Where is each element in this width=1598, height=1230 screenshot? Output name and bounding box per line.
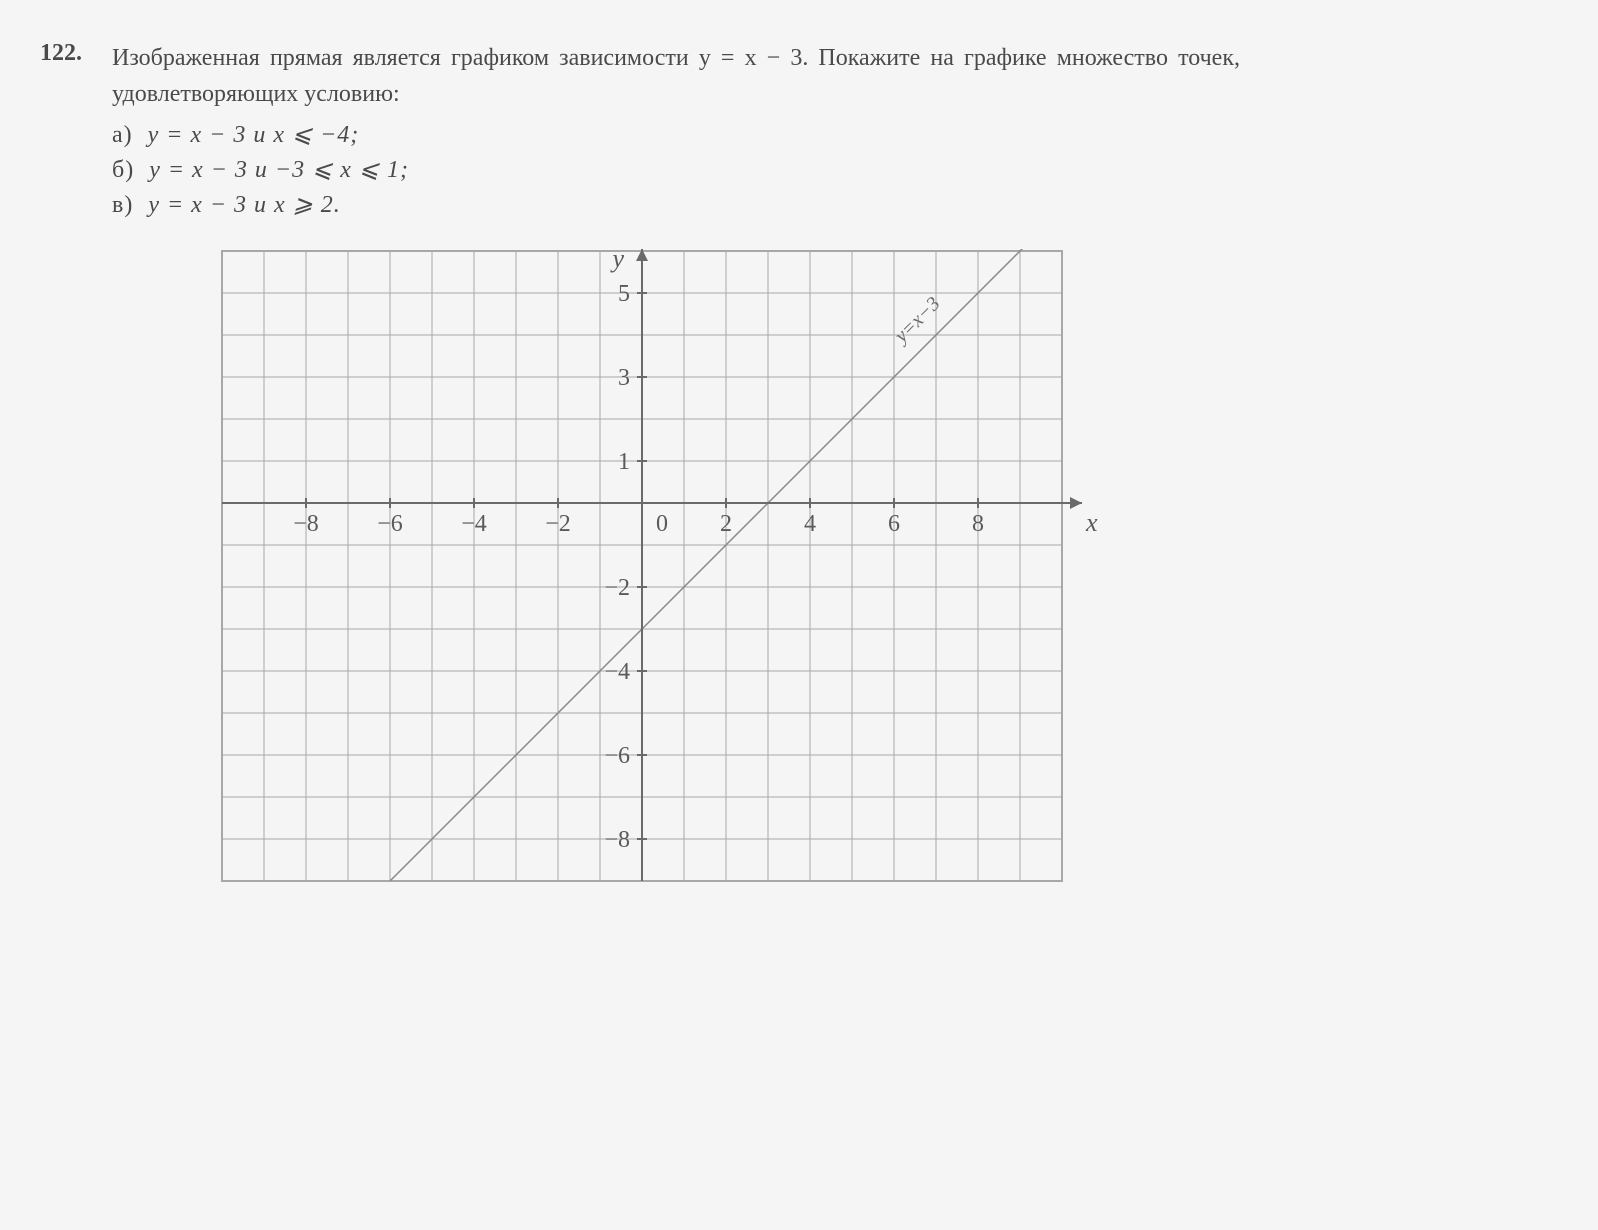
- svg-text:x: x: [1085, 508, 1098, 537]
- svg-text:−8: −8: [604, 827, 630, 853]
- problem-text-1: Изображенная прямая является графиком за…: [112, 45, 689, 71]
- svg-text:−6: −6: [604, 743, 630, 769]
- svg-text:5: 5: [618, 281, 630, 307]
- svg-text:0: 0: [656, 511, 668, 537]
- svg-text:8: 8: [972, 511, 984, 537]
- item-a-label: а): [112, 122, 133, 148]
- svg-text:−4: −4: [604, 659, 630, 685]
- svg-text:−6: −6: [377, 511, 403, 537]
- svg-text:−2: −2: [545, 511, 571, 537]
- item-c-expr: y = x − 3 и x ⩾ 2.: [148, 192, 340, 218]
- svg-text:6: 6: [888, 511, 900, 537]
- svg-text:y: y: [609, 249, 624, 273]
- item-b-expr: y = x − 3 и −3 ⩽ x ⩽ 1;: [149, 157, 409, 183]
- item-c-label: в): [112, 192, 133, 218]
- problem-statement: Изображенная прямая является графиком за…: [112, 40, 1240, 112]
- svg-text:−8: −8: [293, 511, 319, 537]
- item-b-label: б): [112, 157, 134, 183]
- problem-number: 122.: [40, 40, 100, 67]
- item-a: а) y = x − 3 и x ⩽ −4;: [112, 120, 1240, 149]
- svg-text:3: 3: [618, 365, 630, 391]
- svg-text:−4: −4: [461, 511, 487, 537]
- svg-text:2: 2: [720, 511, 732, 537]
- svg-text:−2: −2: [604, 575, 630, 601]
- item-c: в) y = x − 3 и x ⩾ 2.: [112, 190, 1240, 219]
- svg-text:1: 1: [618, 449, 630, 475]
- svg-text:4: 4: [804, 511, 816, 537]
- item-b: б) y = x − 3 и −3 ⩽ x ⩽ 1;: [112, 155, 1240, 184]
- chart-container: −8−6−4−224680531−2−4−6−8xyy=x−3: [220, 249, 1240, 883]
- item-a-expr: y = x − 3 и x ⩽ −4;: [148, 122, 360, 148]
- coordinate-chart: −8−6−4−224680531−2−4−6−8xyy=x−3: [220, 249, 1100, 883]
